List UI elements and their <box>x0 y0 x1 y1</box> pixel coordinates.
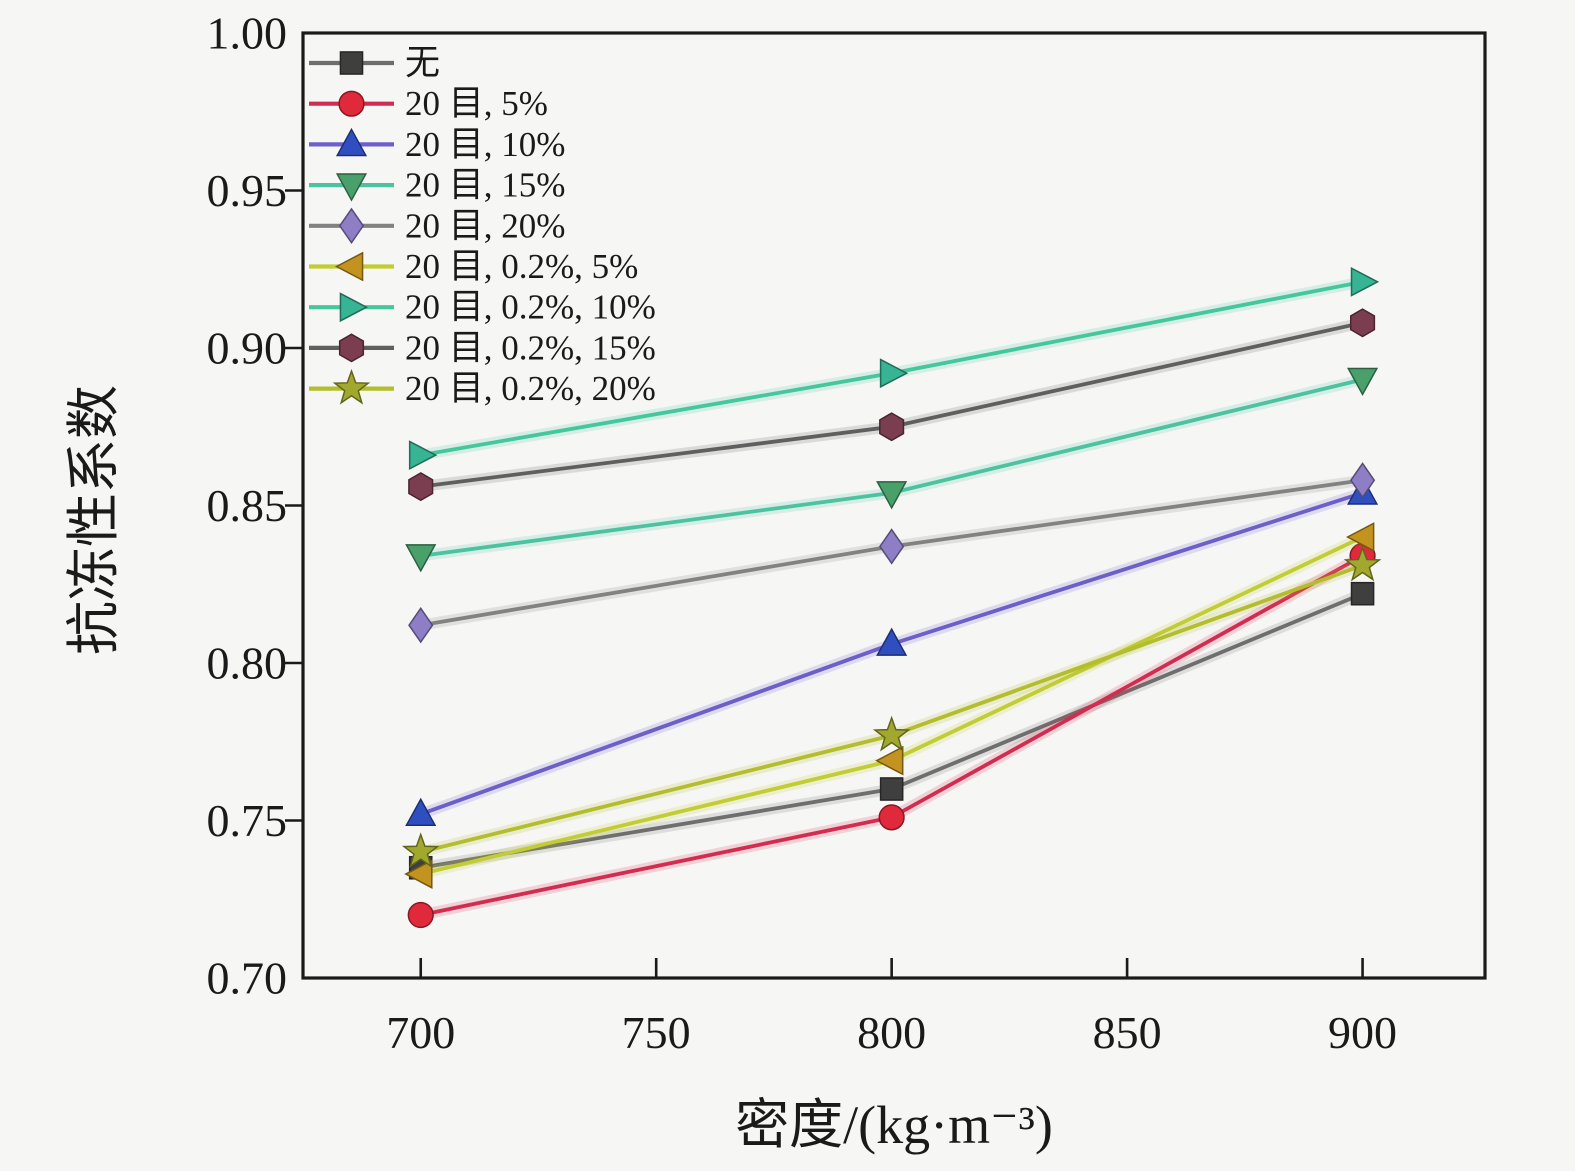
legend-label: 20 目, 0.2%, 5% <box>405 247 638 286</box>
legend-square-marker-icon <box>339 51 364 75</box>
triangle-down-marker-icon <box>1346 367 1379 397</box>
hexagon-marker-icon <box>408 472 434 502</box>
x-tick-label: 700 <box>386 1007 455 1058</box>
circle-marker-icon <box>407 901 434 929</box>
triangle-right-marker-icon <box>879 358 909 389</box>
triangle-up-marker-icon <box>405 797 437 826</box>
series-triangle-up <box>405 476 1379 826</box>
y-tick-label: 0.80 <box>207 638 288 689</box>
star-marker-icon <box>1343 545 1382 582</box>
legend-diamond-marker-icon <box>338 207 365 245</box>
series-star <box>401 545 1382 869</box>
triangle-up-marker-icon <box>876 627 908 656</box>
triangle-down-marker-icon <box>405 544 437 573</box>
legend-item: 20 目, 0.2%, 10% <box>309 288 656 327</box>
legend-circle-marker-icon <box>338 90 365 117</box>
x-axis-title: 密度/(kg·m⁻³) <box>735 1095 1053 1155</box>
y-tick-label: 0.75 <box>207 795 288 846</box>
hexagon-marker-icon <box>1349 308 1376 338</box>
legend-triangle-up-marker-icon <box>335 127 368 157</box>
legend-item: 20 目, 15% <box>309 166 565 205</box>
legend-label: 20 目, 20% <box>405 206 565 245</box>
x-axis: 700 750 800 850 900 <box>386 958 1397 1058</box>
x-tick-label: 800 <box>857 1007 926 1058</box>
triangle-left-marker-icon <box>1345 522 1375 552</box>
legend-label: 20 目, 5% <box>405 84 548 123</box>
diamond-marker-icon <box>408 606 434 644</box>
series-diamond <box>408 462 1376 644</box>
triangle-left-marker-icon <box>875 745 904 776</box>
square-marker-icon <box>879 777 904 801</box>
square-marker-icon <box>1350 581 1375 606</box>
series-triangle-down <box>405 367 1379 573</box>
legend-label: 20 目, 0.2%, 10% <box>405 288 656 327</box>
legend-triangle-right-marker-icon <box>339 292 369 323</box>
legend-triangle-down-marker-icon <box>335 173 368 202</box>
diamond-marker-icon <box>1349 462 1376 499</box>
triangle-right-marker-icon <box>1350 266 1380 297</box>
triangle-left-marker-icon <box>404 859 433 889</box>
legend-label: 20 目, 15% <box>405 166 565 205</box>
triangle-down-marker-icon <box>876 481 908 510</box>
legend: 无20 目, 5%20 目, 10%20 目, 15%20 目, 20%20 目… <box>309 44 656 408</box>
y-tick-label: 1.00 <box>207 8 288 59</box>
series-hexagon <box>408 308 1376 502</box>
star-marker-icon <box>401 832 440 869</box>
series-triangle-left <box>404 522 1375 889</box>
legend-label: 20 目, 0.2%, 15% <box>405 328 656 367</box>
y-tick-label: 0.90 <box>207 323 288 374</box>
y-axis: 0.70 0.75 0.80 0.85 0.90 0.95 1.00 <box>207 8 303 1004</box>
legend-item: 20 目, 20% <box>309 206 565 245</box>
triangle-right-marker-icon <box>408 440 438 470</box>
circle-marker-icon <box>878 804 905 831</box>
legend-label: 20 目, 0.2%, 20% <box>405 369 656 408</box>
x-tick-label: 750 <box>622 1007 691 1058</box>
series-triangle-right <box>408 266 1380 470</box>
y-tick-label: 0.85 <box>207 480 288 531</box>
legend-star-marker-icon <box>332 368 371 405</box>
legend-item: 20 目, 0.2%, 5% <box>309 247 638 286</box>
legend-item: 20 目, 10% <box>309 125 565 164</box>
hexagon-marker-icon <box>879 412 905 442</box>
y-tick-label: 0.70 <box>207 953 288 1004</box>
legend-item: 20 目, 0.2%, 20% <box>309 368 656 408</box>
legend-item: 无 <box>309 44 440 83</box>
legend-hexagon-marker-icon <box>338 333 365 363</box>
legend-triangle-left-marker-icon <box>334 251 364 282</box>
legend-label: 无 <box>405 44 440 83</box>
legend-label: 20 目, 10% <box>405 125 565 164</box>
x-tick-label: 900 <box>1328 1007 1397 1058</box>
legend-item: 20 目, 5% <box>309 84 548 123</box>
x-tick-label: 850 <box>1093 1007 1162 1058</box>
y-tick-label: 0.95 <box>207 165 288 216</box>
series-circle <box>407 542 1376 929</box>
series-layer <box>401 266 1382 929</box>
diamond-marker-icon <box>879 528 905 565</box>
legend-item: 20 目, 0.2%, 15% <box>309 328 656 367</box>
y-axis-title: 抗冻性系数 <box>64 385 124 655</box>
star-marker-icon <box>872 715 911 752</box>
